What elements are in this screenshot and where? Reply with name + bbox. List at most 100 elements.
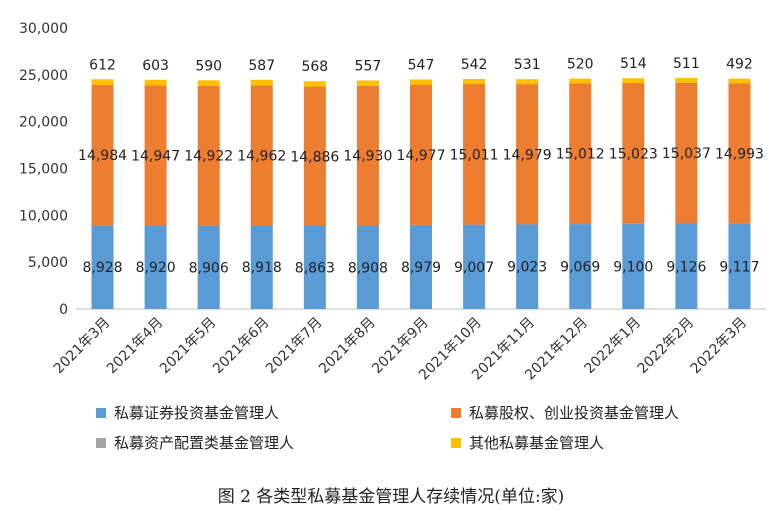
bar-segment-series-3 [675, 77, 698, 83]
data-label-series-3: 542 [461, 57, 488, 73]
bar-segment-series-3 [356, 80, 379, 86]
data-label-series-3: 511 [673, 56, 700, 72]
x-tick-label: 2021年3月 [51, 315, 114, 378]
legend-item: 其他私募基金管理人 [451, 432, 604, 453]
bar-segment-series-0 [91, 225, 114, 309]
bar-segment-series-0 [516, 224, 539, 309]
bar-segment-series-1 [569, 83, 592, 225]
bar-segment-series-1 [516, 84, 539, 225]
x-tick-label: 2021年5月 [157, 315, 220, 378]
bar-segment-series-0 [410, 224, 432, 309]
bar-segment-series-0 [356, 225, 379, 309]
data-label-series-0: 9,069 [560, 260, 600, 276]
data-label-series-1: 15,023 [609, 146, 658, 162]
legend-label: 私募股权、创业投资基金管理人 [469, 404, 680, 422]
y-tick-label: 30,000 [19, 21, 68, 37]
data-label-series-3: 587 [248, 58, 275, 74]
x-tick-label: 2021年4月 [104, 315, 167, 378]
data-label-series-1: 15,012 [556, 147, 605, 163]
bar-segment-series-0 [569, 224, 592, 309]
data-label-series-1: 14,984 [78, 148, 127, 164]
bar-segment-series-3 [463, 78, 486, 85]
y-tick-label: 10,000 [19, 208, 68, 224]
bar-segment-series-0 [622, 223, 645, 309]
bar-segment-series-1 [675, 82, 698, 224]
data-label-series-0: 8,928 [82, 260, 122, 276]
data-label-series-1: 14,947 [131, 148, 180, 164]
legend-swatch [96, 407, 106, 418]
data-label-series-3: 520 [567, 57, 594, 73]
data-label-series-1: 14,977 [397, 148, 446, 164]
legend-swatch [96, 437, 106, 448]
legend-swatch [451, 437, 461, 448]
bar-segment-series-3 [250, 79, 273, 86]
y-tick-label: 5,000 [28, 255, 68, 271]
data-label-series-0: 8,863 [295, 260, 335, 276]
data-label-series-3: 612 [89, 57, 116, 73]
data-label-series-3: 514 [620, 56, 647, 72]
data-label-series-0: 9,117 [719, 259, 759, 275]
data-label-series-1: 15,011 [450, 147, 499, 163]
x-tick-label: 2022年1月 [582, 315, 645, 378]
bar-segment-series-0 [303, 225, 326, 309]
bar-segment-series-3 [410, 79, 432, 85]
data-label-series-0: 9,126 [666, 259, 706, 275]
legend-label: 私募资产配置类基金管理人 [114, 434, 295, 452]
stacked-bar-chart: 0 5,000 10,000 15,000 20,000 25,000 30,000 8,92… [19, 21, 766, 383]
bar-segment-series-3 [91, 79, 114, 86]
bar-segment-series-1 [356, 85, 379, 226]
data-label-series-3: 492 [726, 57, 753, 73]
data-label-series-1: 14,930 [343, 149, 392, 165]
y-tick-label: 0 [59, 302, 68, 318]
data-label-series-3: 603 [142, 58, 169, 74]
data-label-series-3: 568 [301, 59, 328, 75]
bar-segment-series-1 [728, 83, 751, 224]
data-label-series-0: 8,918 [242, 260, 282, 276]
bar-segment-series-0 [463, 224, 486, 309]
x-tick-label: 2022年3月 [688, 315, 751, 378]
bar-segment-series-0 [675, 223, 698, 309]
legend-item: 私募股权、创业投资基金管理人 [451, 402, 679, 423]
data-label-series-3: 547 [408, 57, 435, 73]
data-label-series-1: 15,037 [662, 146, 711, 162]
bar-segment-series-3 [728, 78, 751, 84]
bar-segment-series-0 [250, 225, 273, 309]
y-tick-label: 20,000 [19, 115, 68, 131]
bar-segment-series-1 [197, 85, 220, 226]
bar-segment-series-3 [569, 78, 592, 84]
data-label-series-3: 590 [195, 58, 222, 74]
data-label-series-0: 8,979 [401, 260, 441, 276]
bar-segment-series-1 [144, 85, 167, 226]
bar-segment-series-1 [622, 83, 645, 224]
data-label-series-1: 14,962 [237, 148, 286, 164]
x-tick-label: 2022年2月 [635, 315, 698, 378]
legend-item: 私募证券投资基金管理人 [96, 402, 279, 423]
bar-segment-series-1 [91, 85, 114, 226]
bar-segment-series-1 [463, 84, 486, 225]
data-label-series-1: 14,922 [184, 149, 233, 165]
data-label-series-0: 9,023 [507, 260, 547, 276]
legend-label: 私募证券投资基金管理人 [114, 404, 280, 422]
bar-segment-series-0 [197, 225, 220, 309]
x-tick-label: 2021年6月 [210, 315, 273, 378]
data-label-series-0: 8,908 [348, 260, 388, 276]
data-label-series-3: 531 [514, 57, 541, 73]
y-tick-label: 15,000 [19, 162, 68, 178]
data-label-series-1: 14,886 [290, 149, 339, 165]
bar-segment-series-0 [144, 225, 167, 309]
data-label-series-1: 14,979 [503, 147, 552, 163]
data-label-series-0: 9,100 [613, 259, 653, 275]
x-tick-label: 2021年7月 [263, 315, 326, 378]
data-label-series-0: 8,920 [136, 260, 176, 276]
legend-label: 其他私募基金管理人 [469, 434, 605, 452]
bar-segment-series-3 [197, 80, 220, 86]
bar-segment-series-1 [250, 85, 273, 226]
y-tick-label: 25,000 [19, 68, 68, 84]
data-label-series-1: 14,993 [715, 146, 764, 162]
x-tick-label: 2021年8月 [316, 315, 379, 378]
bar-segment-series-0 [728, 223, 751, 309]
bar-segment-series-1 [303, 86, 326, 226]
data-label-series-0: 8,906 [189, 260, 229, 276]
bar-segment-series-3 [622, 78, 645, 84]
bar-segment-series-1 [410, 84, 432, 225]
